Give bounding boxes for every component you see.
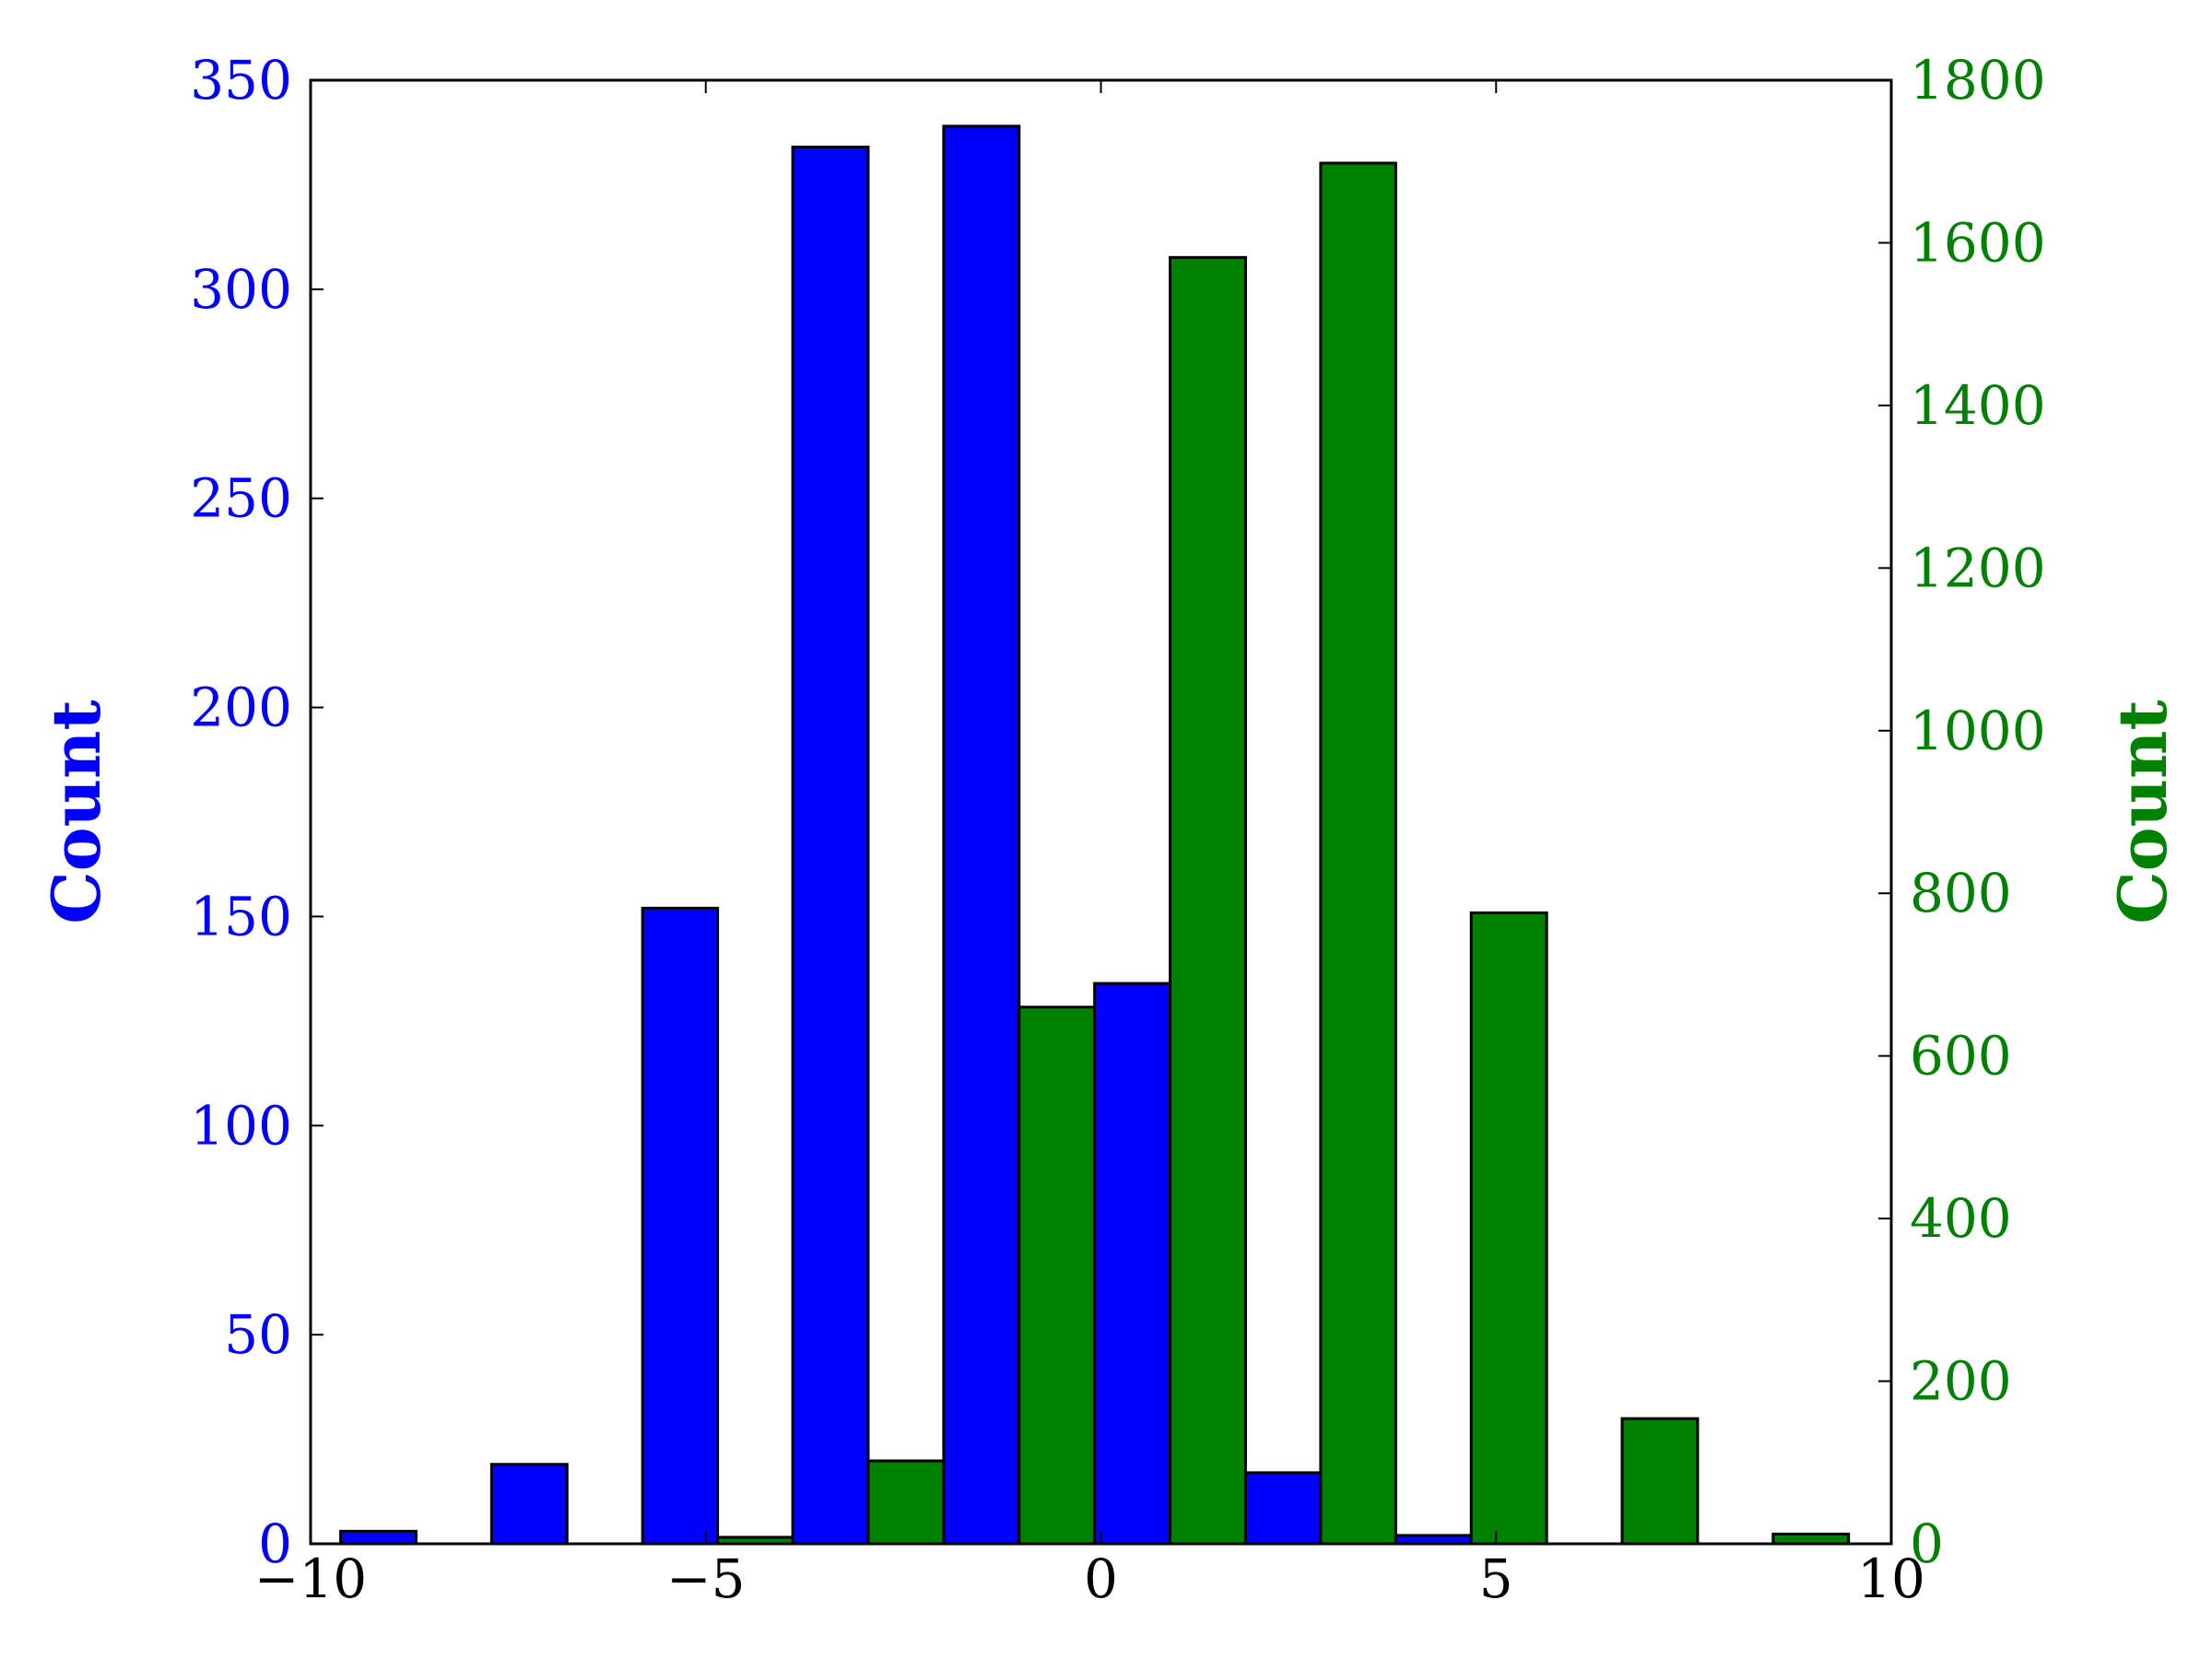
- left-series-bar-2: [641, 906, 720, 1546]
- x-tick-label: 10: [1857, 1547, 1925, 1610]
- left-series-bar-6: [1243, 1471, 1323, 1546]
- right-y-tick-label: 1400: [1910, 374, 2046, 437]
- right-series-bar-9: [1771, 1532, 1851, 1546]
- x-tick-label: 5: [1479, 1547, 1513, 1610]
- right-y-tick-label: 600: [1910, 1025, 2012, 1088]
- left-y-tick-label: 150: [190, 885, 292, 947]
- left-series-bar-1: [489, 1463, 569, 1546]
- ticks-layer: −10 −5 0 5 100501001502002503003500200400600…: [190, 49, 2045, 1610]
- left-y-tick-label: 250: [190, 467, 292, 530]
- left-y-tick-label: 300: [190, 258, 292, 321]
- bars-layer: [339, 124, 1851, 1546]
- right-series-bar-6: [1319, 161, 1397, 1546]
- left-y-tick-label: 0: [258, 1512, 292, 1575]
- left-y-tick-label: 350: [190, 49, 292, 112]
- right-y-tick-label: 0: [1910, 1512, 1944, 1575]
- x-tick-label: 0: [1084, 1547, 1118, 1610]
- plot-frame: [309, 78, 1893, 1546]
- right-y-tick-label: 1800: [1910, 49, 2046, 112]
- left-series-bar-0: [339, 1529, 418, 1546]
- left-y-tick-label: 50: [224, 1303, 292, 1366]
- left-y-axis-title: Count: [37, 700, 115, 924]
- right-y-tick-label: 800: [1910, 862, 2012, 924]
- left-series-bar-3: [791, 146, 870, 1546]
- right-y-tick-label: 1200: [1910, 536, 2046, 599]
- right-series-bar-3: [866, 1459, 946, 1546]
- left-series-bar-5: [1093, 982, 1172, 1546]
- right-y-tick-label: 1600: [1910, 211, 2046, 274]
- right-series-bar-5: [1169, 255, 1247, 1546]
- right-y-tick-label: 400: [1910, 1187, 2012, 1250]
- right-series-bar-8: [1620, 1417, 1700, 1546]
- right-series-bar-7: [1469, 911, 1548, 1546]
- left-y-tick-label: 100: [190, 1094, 292, 1157]
- right-y-tick-label: 1000: [1910, 700, 2046, 762]
- left-y-tick-label: 200: [190, 677, 292, 739]
- x-tick-label: −5: [666, 1547, 746, 1610]
- x-tick-label: −10: [254, 1547, 367, 1610]
- left-series-bar-4: [942, 124, 1021, 1546]
- right-y-tick-label: 200: [1910, 1350, 2012, 1413]
- right-y-axis-title: Count: [2103, 700, 2182, 924]
- right-series-bar-4: [1018, 1006, 1097, 1546]
